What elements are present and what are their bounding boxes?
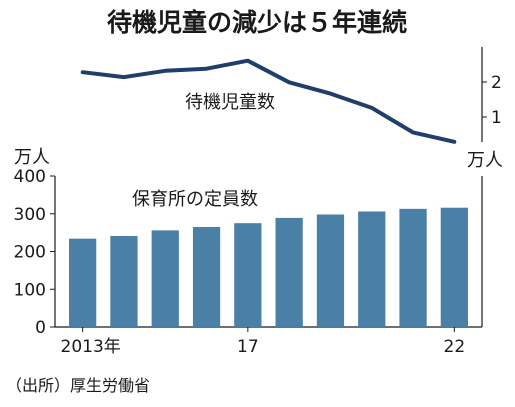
bar-2016 bbox=[192, 226, 221, 327]
x-axis-labels: 2013年 17 22 bbox=[61, 327, 466, 357]
bar-panel: 万人 0 100 200 300 400 保育所の定員数 2013年 17 22 bbox=[14, 147, 483, 357]
bars bbox=[69, 207, 468, 327]
bar-tick-label: 0 bbox=[35, 318, 46, 338]
line-tick-label: 1 bbox=[491, 108, 502, 128]
bar-tick-label: 400 bbox=[14, 167, 46, 187]
line-tick-label: 2 bbox=[491, 73, 502, 93]
bar-2014 bbox=[110, 236, 138, 327]
line-points bbox=[82, 60, 455, 142]
bar-tick-label: 200 bbox=[14, 243, 46, 263]
source-note: （出所）厚生労働省 bbox=[6, 376, 150, 395]
bar-tick-label: 100 bbox=[14, 280, 46, 300]
bar-2021 bbox=[399, 208, 427, 327]
bar-series-label: 保育所の定員数 bbox=[132, 189, 258, 210]
line-y-ticks: 12 bbox=[482, 73, 502, 128]
bar-2019 bbox=[316, 214, 345, 327]
line-panel: 12 待機児童数 万人 bbox=[80, 47, 503, 171]
x-tick-label: 2013年 bbox=[61, 337, 121, 357]
bar-2015 bbox=[151, 230, 179, 327]
bar-tick-label: 300 bbox=[14, 205, 46, 225]
bar-2018 bbox=[275, 217, 303, 327]
line-series bbox=[80, 58, 457, 144]
x-tick-label: 17 bbox=[237, 337, 259, 357]
bar-2013 bbox=[69, 238, 97, 327]
bar-2020 bbox=[358, 211, 386, 327]
line-unit-label: 万人 bbox=[467, 150, 503, 171]
bar-y-ticks: 0 100 200 300 400 bbox=[14, 167, 55, 338]
chart-title: 待機児童の減少は５年連続 bbox=[107, 8, 407, 37]
x-tick-label: 22 bbox=[444, 337, 466, 357]
bar-2017 bbox=[234, 223, 262, 327]
bar-unit-label: 万人 bbox=[14, 147, 50, 168]
bar-2022 bbox=[440, 207, 468, 327]
line-series-label: 待機児童数 bbox=[185, 92, 275, 113]
